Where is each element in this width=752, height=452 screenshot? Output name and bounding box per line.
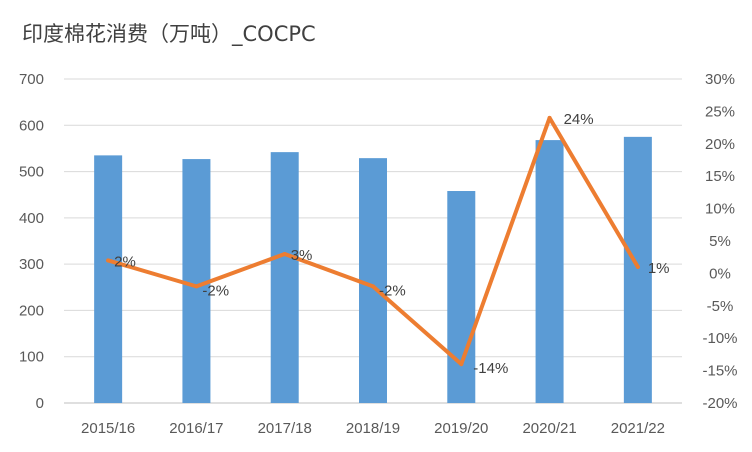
- y-right-tick-label: 0%: [709, 265, 731, 282]
- y-left-tick-label: 0: [36, 395, 44, 412]
- bar-series: [94, 136, 652, 403]
- x-tick-label: 2018/19: [346, 420, 400, 437]
- line-point: [635, 264, 640, 269]
- y-right-tick-label: 5%: [709, 233, 731, 250]
- line-point: [106, 258, 111, 263]
- bar: [270, 152, 299, 403]
- x-tick-label: 2015/16: [81, 420, 135, 437]
- x-tick-label: 2017/18: [258, 420, 312, 437]
- right-axis: -20% -15% -10% -5% 0% 5% 10% 15% 20% 25% 30%: [702, 71, 737, 412]
- y-right-tick-label: 20%: [705, 136, 735, 153]
- data-label: -2%: [379, 282, 406, 299]
- y-right-tick-label: 30%: [705, 71, 735, 88]
- y-right-tick-label: -20%: [702, 395, 737, 412]
- data-label: 1%: [648, 260, 670, 277]
- y-left-tick-label: 100: [19, 349, 44, 366]
- y-right-tick-label: -10%: [702, 330, 737, 347]
- line-point: [282, 251, 287, 256]
- y-left-tick-label: 700: [19, 71, 44, 88]
- line-point: [371, 284, 375, 289]
- line-point: [194, 284, 199, 289]
- y-left-tick-label: 400: [19, 210, 44, 227]
- y-left-tick-label: 200: [19, 302, 44, 319]
- x-tick-label: 2021/22: [611, 420, 665, 437]
- bar: [535, 140, 564, 403]
- y-right-tick-label: 25%: [705, 103, 735, 120]
- bar: [359, 158, 387, 403]
- data-label: 24%: [564, 111, 594, 128]
- y-right-tick-label: 15%: [705, 168, 735, 185]
- x-tick-label: 2020/21: [522, 420, 576, 437]
- data-label: 2%: [114, 253, 136, 270]
- data-label: -2%: [202, 282, 229, 299]
- y-left-tick-label: 600: [19, 117, 44, 134]
- y-right-tick-label: 10%: [705, 201, 735, 218]
- chart-title: 印度棉花消费（万吨）_COCPC: [22, 22, 316, 46]
- x-axis: 2015/16 2016/17 2017/18 2018/19 2019/20 2020/…: [81, 420, 665, 437]
- line-point: [459, 362, 464, 367]
- y-left-tick-label: 500: [19, 164, 44, 181]
- x-tick-label: 2016/17: [169, 420, 223, 437]
- y-right-tick-label: -5%: [707, 298, 734, 315]
- bar: [94, 155, 123, 403]
- line-point: [547, 115, 552, 120]
- x-tick-label: 2019/20: [434, 420, 488, 437]
- data-label: -14%: [473, 360, 508, 377]
- bar: [623, 136, 652, 403]
- data-label: 3%: [291, 247, 313, 264]
- y-left-tick-label: 300: [19, 256, 44, 273]
- y-right-tick-label: -15%: [702, 363, 737, 380]
- bar: [447, 191, 476, 403]
- data-labels: 2% -2% 3% -2% -14% 24% 1%: [114, 111, 669, 377]
- left-axis: 0 100 200 300 400 500 600 700: [19, 71, 44, 412]
- line-series: [106, 115, 640, 367]
